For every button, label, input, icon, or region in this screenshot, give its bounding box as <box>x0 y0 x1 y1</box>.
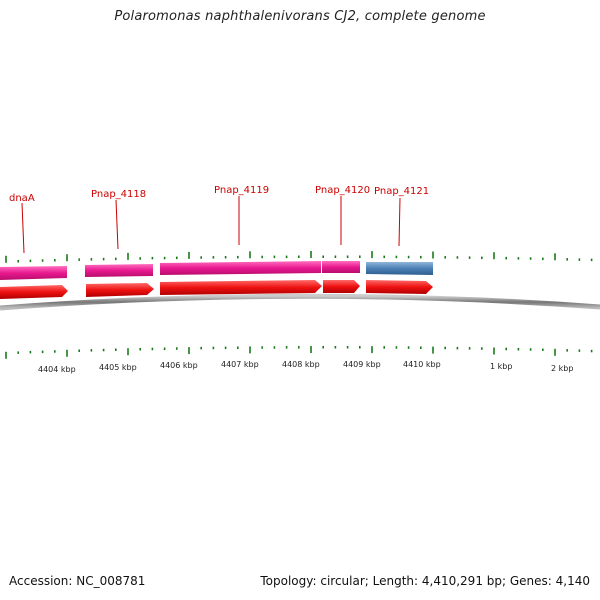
scale-label-1kbp: 1 kbp <box>490 362 512 371</box>
inner-tick-row <box>5 346 593 359</box>
gene-arrow-pnap-4119 <box>160 280 322 295</box>
leader-line-dnaA <box>21 202 25 254</box>
gene-label-dnaA: dnaA <box>9 193 35 204</box>
gene-label-pnap-4119: Pnap_4119 <box>214 185 269 196</box>
scale-label-4408: 4408 kbp <box>282 360 320 369</box>
genome-backbone <box>0 293 600 311</box>
map-title: Polaromonas naphthalenivorans CJ2, compl… <box>114 9 486 24</box>
scale-label-4409: 4409 kbp <box>343 360 381 369</box>
scale-label-4406: 4406 kbp <box>160 361 198 370</box>
cds-feature-pnap-4119 <box>160 261 321 275</box>
genome-summary-text: Topology: circular; Length: 4,410,291 bp… <box>260 574 590 588</box>
cds-track <box>0 261 433 280</box>
scale-label-2kbp: 2 kbp <box>551 364 573 373</box>
gene-labels: dnaA Pnap_4118 Pnap_4119 Pnap_4120 Pnap_… <box>9 185 429 254</box>
gene-label-pnap-4118: Pnap_4118 <box>91 189 146 200</box>
gene-arrow-pnap-4120 <box>323 280 360 293</box>
cds-feature-pnap-4118 <box>85 264 153 277</box>
outer-tick-row <box>5 251 593 263</box>
cds-feature-pnap-4121 <box>366 262 433 275</box>
gene-label-pnap-4121: Pnap_4121 <box>374 186 429 197</box>
gene-label-pnap-4120: Pnap_4120 <box>315 185 370 196</box>
scale-label-4407: 4407 kbp <box>221 360 259 369</box>
gene-arrow-dnaA <box>0 285 68 299</box>
leader-line-pnap-4121 <box>398 197 401 247</box>
scale-labels: 4404 kbp 4405 kbp 4406 kbp 4407 kbp 4408… <box>38 360 573 374</box>
scale-label-4404: 4404 kbp <box>38 365 76 374</box>
gene-arrow-pnap-4121 <box>366 280 433 294</box>
scale-label-4410: 4410 kbp <box>403 360 441 369</box>
gene-track <box>0 280 433 299</box>
gene-arrow-pnap-4118 <box>86 283 154 297</box>
accession-text: Accession: NC_008781 <box>9 574 146 588</box>
cds-feature-dnaA <box>0 266 67 280</box>
leader-line-pnap-4118 <box>115 199 119 250</box>
scale-label-4405: 4405 kbp <box>99 363 137 372</box>
cds-feature-pnap-4120 <box>322 261 360 273</box>
